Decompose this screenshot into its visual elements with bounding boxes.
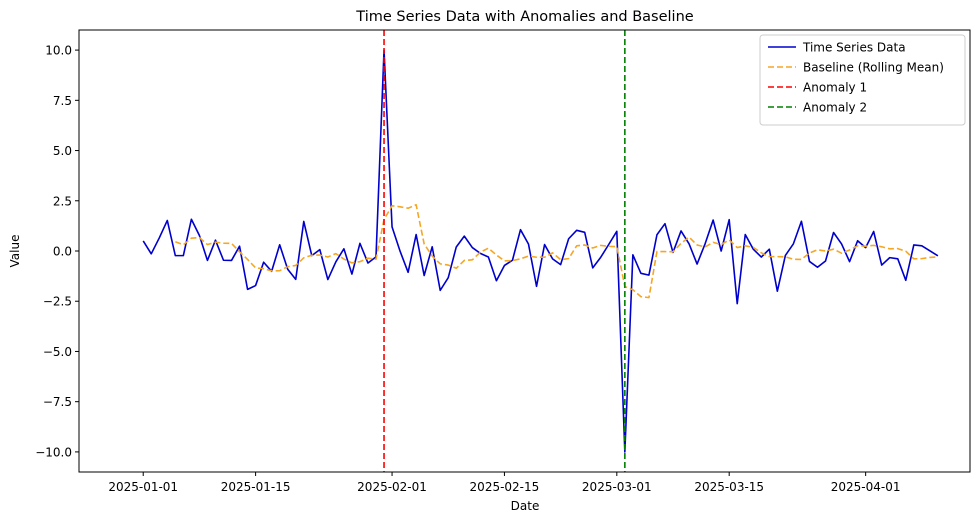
chart-title: Time Series Data with Anomalies and Base… xyxy=(355,9,693,25)
x-tick-label: 2025-02-15 xyxy=(470,480,540,494)
x-axis-label: Date xyxy=(511,499,540,513)
y-axis-label: Value xyxy=(8,235,22,268)
x-tick-label: 2025-04-01 xyxy=(831,480,901,494)
x-tick-label: 2025-02-01 xyxy=(357,480,427,494)
legend-label: Anomaly 2 xyxy=(803,101,867,115)
y-tick-label: 7.5 xyxy=(53,94,72,108)
y-tick-label: −2.5 xyxy=(43,295,72,309)
y-tick-label: 2.5 xyxy=(53,194,72,208)
x-tick-label: 2025-01-15 xyxy=(221,480,291,494)
series-line xyxy=(142,49,939,453)
x-tick-label: 2025-01-01 xyxy=(108,480,178,494)
legend-box xyxy=(759,34,966,126)
x-tick-label: 2025-03-01 xyxy=(582,480,652,494)
legend: Time Series Data Baseline (Rolling Mean) A… xyxy=(759,34,966,126)
x-tick-label: 2025-03-15 xyxy=(694,480,764,494)
y-tick-label: −10.0 xyxy=(35,445,72,459)
y-tick-label: 10.0 xyxy=(45,44,72,58)
legend-label: Time Series Data xyxy=(802,41,906,55)
y-tick-label: 5.0 xyxy=(53,144,72,158)
y-tick-label: 0.0 xyxy=(53,245,72,259)
series-line xyxy=(175,203,938,299)
y-tick-label: −5.0 xyxy=(43,345,72,359)
series-1 xyxy=(175,203,938,299)
series-0 xyxy=(142,49,939,453)
legend-label: Baseline (Rolling Mean) xyxy=(803,61,944,75)
legend-label: Anomaly 1 xyxy=(803,81,867,95)
y-tick-label: −7.5 xyxy=(43,395,72,409)
